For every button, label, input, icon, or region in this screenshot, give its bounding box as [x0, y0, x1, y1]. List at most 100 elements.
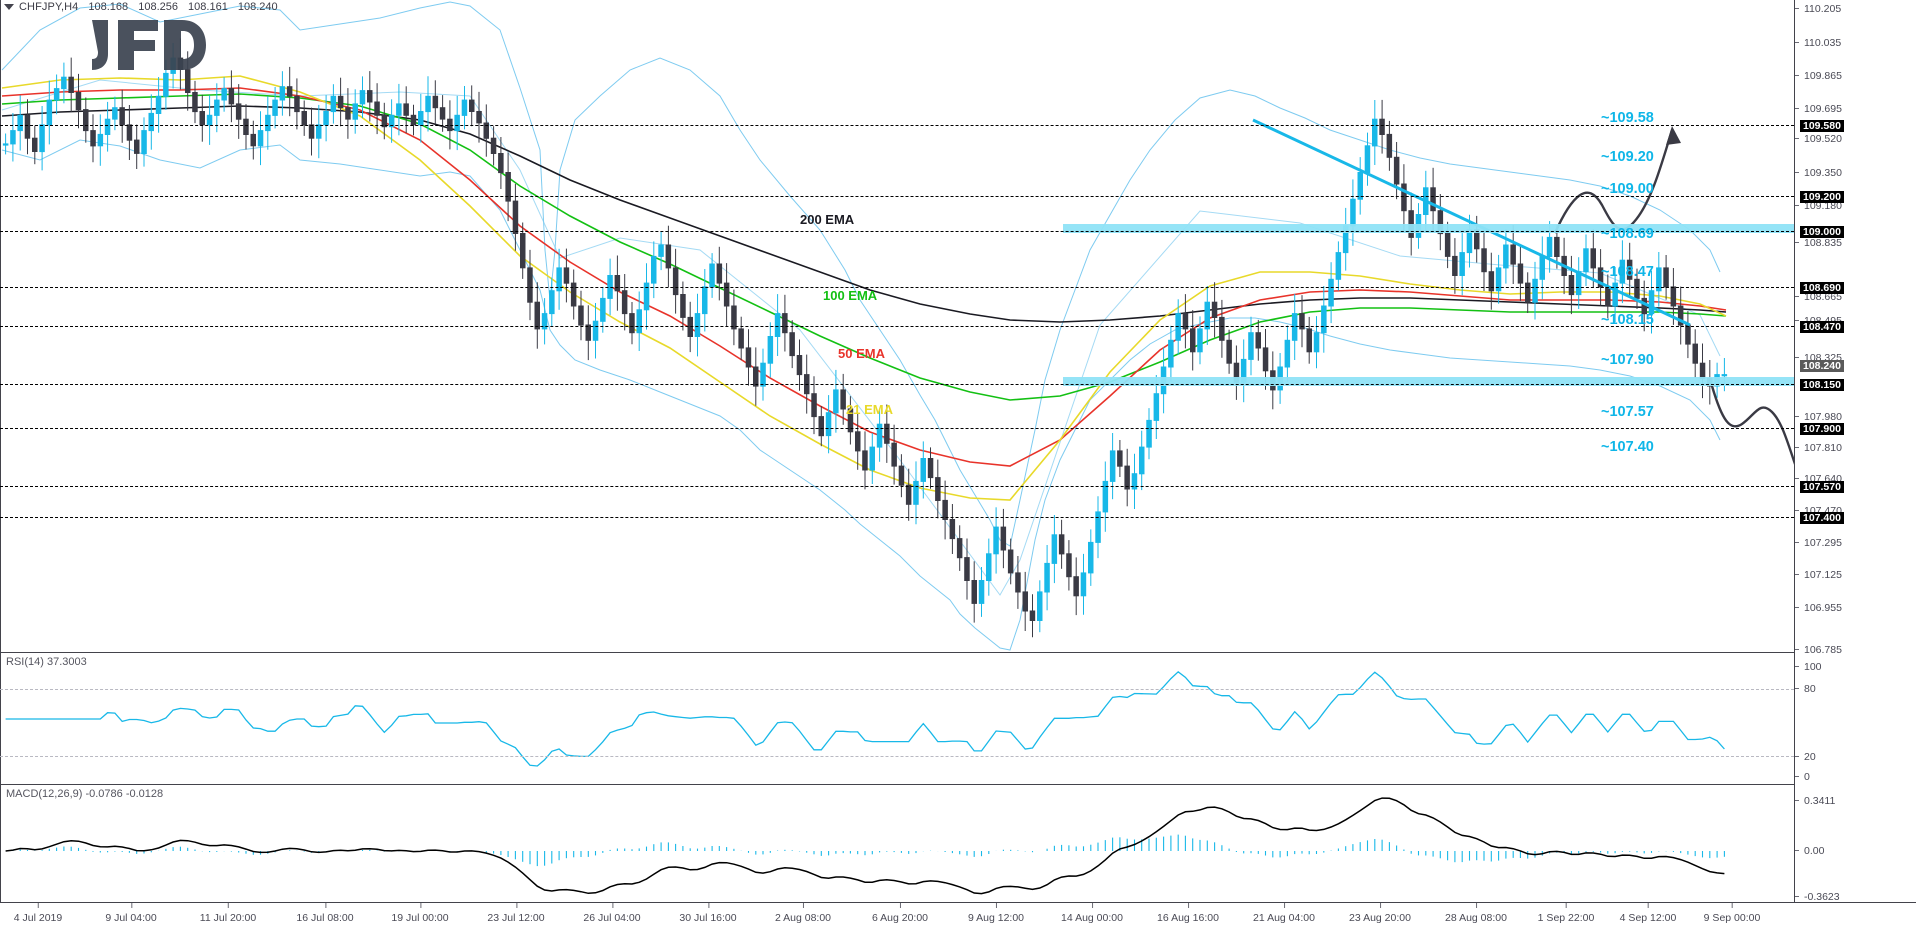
rsi-axis-label: 100 [1795, 662, 1822, 672]
axis-tick: 108.835 [1795, 238, 1842, 248]
axis-tick: 109.520 [1795, 134, 1842, 144]
resistance-zone-109 [1063, 224, 1794, 233]
bullish-arrow-head [1666, 126, 1681, 145]
level-line-109-20 [0, 196, 1794, 197]
time-axis-tick: 11 Jul 20:00 [199, 903, 257, 924]
ohlc-low: 108.161 [188, 1, 228, 13]
axis-tick: 109.350 [1795, 168, 1842, 178]
bollinger-lower [1, 139, 1721, 651]
level-label-109-20: ~109.20 [1601, 149, 1654, 165]
axis-tick: 109.180 [1795, 201, 1842, 211]
time-axis-tick: 4 Jul 2019 [13, 903, 63, 924]
macd-axis-label: 0.00 [1795, 846, 1824, 856]
axis-separator [1794, 0, 1795, 902]
downtrend-line [1252, 118, 1691, 327]
symbol-label: CHFJPY,H4 [19, 1, 79, 13]
level-label-109-58: ~109.58 [1601, 110, 1654, 126]
time-axis-tick: 19 Jul 00:00 [391, 903, 449, 924]
price-badge: 109.000 [1800, 226, 1844, 238]
level-line-107-40 [0, 517, 1794, 518]
time-axis-tick: 6 Aug 20:00 [871, 903, 929, 924]
axis-tick: 110.205 [1795, 4, 1841, 14]
level-line-107-57 [0, 486, 1794, 487]
time-axis-tick: 9 Jul 04:00 [105, 903, 157, 924]
time-axis-tick: 4 Sep 12:00 [1619, 903, 1677, 924]
ema-100-label: 100 EMA [823, 288, 878, 303]
ohlc-open: 108.168 [88, 1, 129, 13]
ohlc-values: 108.168 108.256 108.161 108.240 [88, 1, 284, 13]
level-label-107-90: ~107.90 [1601, 352, 1654, 368]
level-label-107-57: ~107.57 [1601, 404, 1654, 420]
chevron-down-icon[interactable] [4, 4, 14, 10]
axis-tick: 107.125 [1795, 570, 1842, 580]
time-axis-tick: 1 Sep 22:00 [1537, 903, 1595, 924]
candlestick-series [2, 38, 1728, 638]
ema-21-label: 21 EMA [846, 402, 893, 417]
rsi-axis-label: 80 [1795, 684, 1816, 694]
level-line-107-90 [0, 428, 1794, 429]
ema-50-label: 50 EMA [838, 346, 885, 361]
time-axis-tick: 16 Jul 08:00 [296, 903, 354, 924]
level-label-108-15: ~108.15 [1601, 312, 1654, 328]
axis-tick: 107.470 [1795, 506, 1842, 516]
time-axis[interactable]: 4 Jul 2019 9 Jul 04:00 11 Jul 20:00 16 Jul … [0, 902, 1916, 936]
time-axis-tick: 26 Jul 04:00 [583, 903, 641, 924]
level-line-109-58 [0, 125, 1794, 126]
axis-tick: 106.955 [1795, 603, 1842, 613]
macd-axis-label: -0.3623 [1795, 892, 1840, 902]
rsi-level-20 [0, 756, 1794, 757]
rsi-level-80 [0, 689, 1794, 690]
price-badge: 108.690 [1800, 282, 1844, 294]
support-zone-10815 [1063, 377, 1794, 386]
ema-200-label: 200 EMA [800, 212, 855, 227]
axis-tick: 108.325 [1795, 353, 1842, 363]
time-axis-tick: 9 Aug 12:00 [967, 903, 1025, 924]
chart-header: CHFJPY,H4 108.168 108.256 108.161 108.24… [0, 0, 1916, 14]
rsi-axis-label: 0 [1795, 772, 1810, 782]
bearish-projection-path [1710, 385, 1794, 465]
price-badge: 108.470 [1800, 321, 1844, 333]
price-badge: 109.580 [1800, 120, 1844, 132]
time-axis-tick: 23 Jul 12:00 [487, 903, 545, 924]
macd-axis-label: 0.3411 [1795, 796, 1835, 806]
bollinger-middle [1, 79, 1721, 596]
axis-tick: 110.035 [1795, 38, 1841, 48]
time-axis-tick: 21 Aug 04:00 [1253, 903, 1315, 924]
level-line-109-00 [0, 231, 1794, 232]
level-label-107-40: ~107.40 [1601, 439, 1654, 455]
ohlc-high: 108.256 [138, 1, 178, 13]
macd-left-border [0, 785, 1, 902]
axis-tick: 107.810 [1795, 443, 1842, 453]
axis-tick: 108.665 [1795, 292, 1842, 302]
level-line-108-15 [0, 384, 1794, 385]
rsi-series-svg [5, 670, 1725, 767]
axis-tick: 107.295 [1795, 538, 1842, 548]
current-price-badge: 108.240 [1800, 360, 1844, 372]
time-axis-tick: 23 Aug 20:00 [1349, 903, 1411, 924]
time-axis-tick: 30 Jul 16:00 [679, 903, 737, 924]
axis-tick: 109.865 [1795, 71, 1842, 81]
price-axis[interactable]: 110.205 110.035 109.865 109.695 109.520 … [1795, 0, 1916, 902]
rsi-left-border [0, 653, 1, 784]
level-label-108-69: ~108.69 [1601, 226, 1654, 242]
rsi-label: RSI(14) 37.3003 [6, 656, 87, 668]
macd-series-svg [5, 797, 1725, 895]
rsi-axis-label: 20 [1795, 752, 1816, 762]
price-badge: 107.900 [1800, 423, 1844, 435]
price-series-svg [1, 1, 1794, 651]
price-chart-pane[interactable]: 200 EMA 100 EMA 50 EMA 21 EMA [0, 0, 1794, 652]
price-badge: 108.150 [1800, 379, 1844, 391]
time-axis-tick: 16 Aug 16:00 [1157, 903, 1219, 924]
price-badge: 107.570 [1800, 481, 1844, 493]
macd-pane[interactable]: MACD(12,26,9) -0.0786 -0.0128 [0, 784, 1794, 902]
time-axis-tick: 2 Aug 08:00 [774, 903, 832, 924]
level-line-108-47 [0, 326, 1794, 327]
rsi-pane[interactable]: RSI(14) 37.3003 [0, 652, 1794, 784]
price-badge: 107.400 [1800, 512, 1844, 524]
ema-200-line [1, 105, 1727, 323]
macd-label: MACD(12,26,9) -0.0786 -0.0128 [6, 788, 164, 800]
time-axis-tick: 14 Aug 00:00 [1061, 903, 1123, 924]
level-label-108-47: ~108.47 [1601, 264, 1654, 280]
level-line-108-69 [0, 287, 1794, 288]
